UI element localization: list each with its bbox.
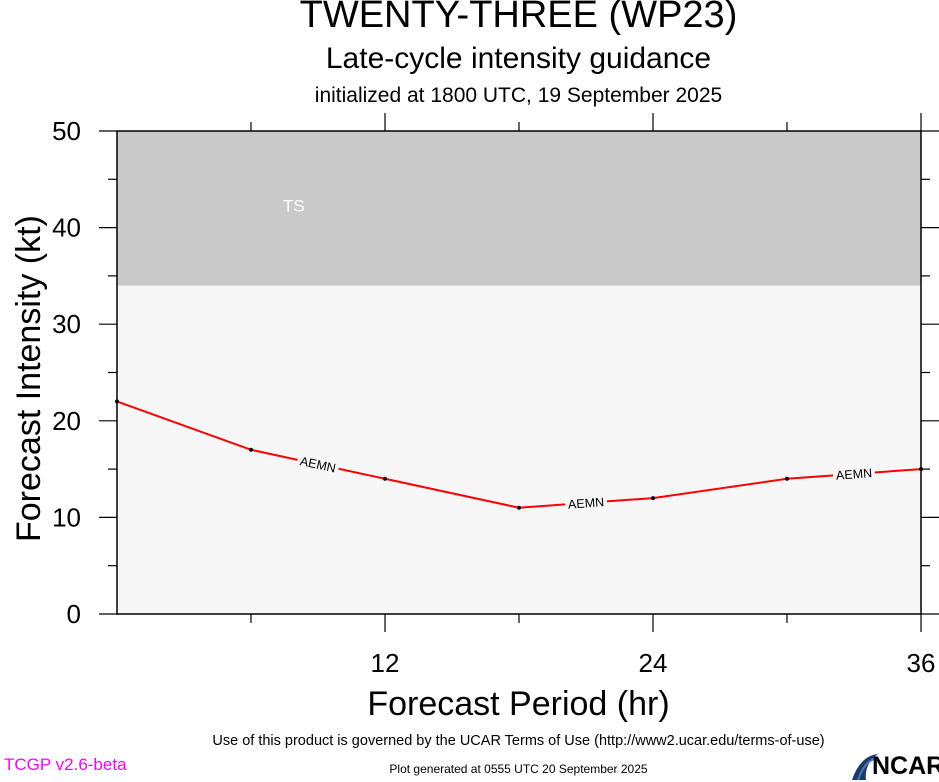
y-tick-label: 20	[52, 406, 81, 436]
generated-timestamp: Plot generated at 0555 UTC 20 September …	[389, 762, 648, 776]
series-point	[651, 496, 655, 501]
ncar-logo-icon	[852, 754, 878, 781]
series-label-background	[564, 493, 608, 513]
y-tick-label: 0	[67, 599, 81, 629]
x-tick-label: 12	[371, 648, 400, 678]
series-point	[517, 505, 521, 510]
y-tick-label: 30	[52, 309, 81, 339]
x-tick-label: 36	[907, 648, 936, 678]
y-tick-label: 10	[52, 502, 81, 532]
series-point	[919, 467, 923, 472]
series-point	[115, 399, 119, 404]
x-axis-label: Forecast Period (hr)	[367, 685, 670, 723]
terms-of-use-text: Use of this product is governed by the U…	[212, 733, 825, 749]
y-axis-label: Forecast Intensity (kt)	[10, 215, 48, 542]
y-tick-label: 40	[52, 213, 81, 243]
initialization-time: initialized at 1800 UTC, 19 September 20…	[314, 84, 723, 107]
series-point	[383, 476, 387, 481]
series-label: AEMN	[568, 495, 605, 512]
series-label-background	[832, 464, 876, 484]
chart-title: TWENTY-THREE (WP23)	[299, 0, 738, 36]
version-label: TCGP v2.6-beta	[4, 755, 127, 774]
series-label-background	[295, 452, 341, 477]
series-label: AEMN	[836, 466, 873, 483]
series-point	[785, 476, 789, 481]
series-point	[249, 447, 253, 452]
intensity-band-0	[117, 131, 921, 286]
band-label-0: TS	[283, 196, 305, 215]
x-tick-label: 24	[639, 648, 668, 678]
ncar-logo-text: NCAR	[872, 752, 939, 780]
chart-subtitle: Late-cycle intensity guidance	[325, 42, 712, 75]
y-tick-label: 50	[52, 116, 81, 146]
